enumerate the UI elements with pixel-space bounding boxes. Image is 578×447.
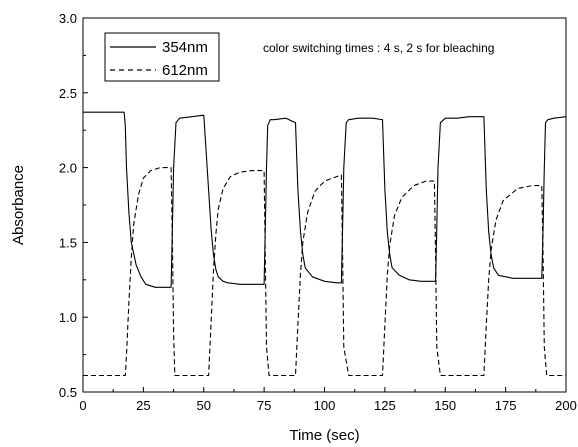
- y-axis-ticks: 0.5 1.0 1.5 2.0 2.5 3.0: [59, 11, 88, 400]
- y-tick-label: 2.5: [59, 86, 77, 101]
- legend-box: [104, 32, 220, 82]
- y-tick-label: 3.0: [59, 11, 77, 26]
- y-tick-label: 0.5: [59, 385, 77, 400]
- y-axis-title: Absorbance: [10, 165, 27, 245]
- plot-area-frame: [82, 17, 567, 393]
- series-line-354nm: [83, 111, 567, 288]
- series-line-612nm: [83, 167, 566, 377]
- legend: 354nm 612nm: [104, 32, 220, 82]
- x-axis-title: Time (sec): [289, 427, 359, 444]
- y-tick-label: 2.0: [59, 161, 77, 176]
- x-tick-label: 0: [79, 398, 86, 413]
- x-tick-label: 25: [136, 398, 150, 413]
- y-tick-label: 1.5: [59, 235, 77, 250]
- series-layer: [83, 111, 567, 377]
- legend-label-612nm: 612nm: [162, 62, 208, 79]
- x-tick-label: 75: [257, 398, 271, 413]
- x-axis-ticks: 0 25 50 75 100 125 150 175 200: [79, 387, 577, 413]
- x-tick-label: 100: [314, 398, 336, 413]
- x-tick-label: 175: [495, 398, 517, 413]
- x-tick-label: 125: [374, 398, 396, 413]
- chart-annotation: color switching times : 4 s, 2 s for ble…: [263, 41, 494, 55]
- legend-label-354nm: 354nm: [162, 39, 208, 56]
- x-tick-label: 200: [555, 398, 577, 413]
- y-tick-label: 1.0: [59, 310, 77, 325]
- x-tick-label: 50: [197, 398, 211, 413]
- x-tick-label: 150: [434, 398, 456, 413]
